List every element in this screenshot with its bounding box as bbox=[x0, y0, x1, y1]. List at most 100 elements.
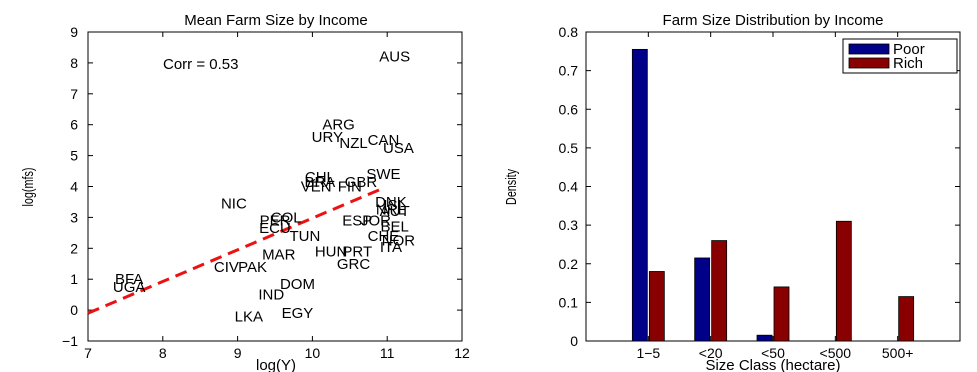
bar-x-axis-label: Size Class (hectare) bbox=[705, 357, 840, 372]
country-point-ind: IND bbox=[258, 287, 284, 304]
country-point-isl: ISL bbox=[383, 197, 406, 214]
country-point-che: CHE bbox=[368, 228, 400, 245]
country-point-lka: LKA bbox=[235, 308, 263, 325]
country-point-nzl: NZL bbox=[339, 135, 367, 152]
bar-rich-4 bbox=[898, 296, 915, 342]
scatter-y-tick-label: 7 bbox=[70, 86, 78, 102]
bar-y-tick-label: 0.3 bbox=[559, 217, 579, 233]
country-point-ita: ITA bbox=[380, 239, 402, 256]
bar-rich-2 bbox=[773, 286, 790, 342]
country-point-nor: NOR bbox=[382, 233, 416, 250]
bar-y-tick-label: 0.7 bbox=[559, 63, 579, 79]
bar-chart: Farm Size Distribution by Income 0 0.1 0.2… bbox=[502, 12, 961, 372]
bar-y-tick-label: 0.2 bbox=[559, 256, 579, 272]
country-point-uga: UGA bbox=[113, 279, 146, 296]
scatter-x-tick-label: 8 bbox=[159, 345, 167, 361]
country-point-ven: VEN bbox=[301, 179, 332, 196]
scatter-title: Mean Farm Size by Income bbox=[184, 12, 367, 29]
bar-poor-0 bbox=[631, 48, 648, 342]
scatter-x-tick-label: 7 bbox=[84, 345, 92, 361]
bar-poor-2 bbox=[756, 334, 773, 342]
scatter-y-tick-label: 9 bbox=[70, 24, 78, 40]
bar-y-ticks: 0 0.1 0.2 0.3 0.4 0.5 0.6 0.7 0.8 bbox=[559, 24, 960, 349]
bar-x-ticks: 1−5 <20 <50 <500 500+ bbox=[636, 32, 913, 361]
country-point-hun: HUN bbox=[315, 243, 348, 260]
fit-line bbox=[87, 186, 385, 315]
bar-x-tick-label: 1−5 bbox=[636, 345, 660, 361]
bar-y-axis-label: Density bbox=[502, 169, 519, 205]
bars bbox=[631, 48, 915, 342]
scatter-y-tick-label: 3 bbox=[70, 209, 78, 225]
scatter-y-tick-label: −1 bbox=[62, 333, 78, 349]
legend-label-rich: Rich bbox=[893, 55, 923, 72]
bar-y-tick-label: 0 bbox=[570, 333, 578, 349]
country-point-usa: USA bbox=[383, 140, 414, 157]
country-point-per: PER bbox=[260, 212, 291, 229]
scatter-y-tick-label: 8 bbox=[70, 55, 78, 71]
country-point-civ: CIV bbox=[214, 259, 239, 276]
country-point-nrl: NRL bbox=[376, 202, 406, 219]
country-point-tun: TUN bbox=[290, 228, 321, 245]
scatter-x-tick-label: 10 bbox=[305, 345, 321, 361]
country-point-gbr: GBR bbox=[345, 174, 378, 191]
country-point-chl: CHL bbox=[305, 169, 335, 186]
scatter-y-ticks: −1 0 1 2 3 4 5 6 7 8 9 bbox=[62, 24, 462, 349]
bar-y-tick-label: 0.8 bbox=[559, 24, 579, 40]
country-point-aus: AUS bbox=[379, 49, 410, 66]
country-point-col: COL bbox=[271, 209, 302, 226]
country-point-prt: PRT bbox=[342, 243, 372, 260]
bar-poor-1 bbox=[694, 257, 711, 342]
bar-y-tick-label: 0.1 bbox=[559, 294, 579, 310]
country-point-ecu: ECU bbox=[259, 220, 291, 237]
bar-rich-0 bbox=[648, 271, 665, 342]
scatter-y-tick-label: 5 bbox=[70, 148, 78, 164]
scatter-y-axis-label: log(mfs) bbox=[19, 168, 36, 207]
bar-y-tick-label: 0.5 bbox=[559, 140, 579, 156]
bar-x-tick-label: <500 bbox=[820, 345, 852, 361]
bar-title: Farm Size Distribution by Income bbox=[663, 12, 884, 29]
scatter-y-tick-label: 0 bbox=[70, 302, 78, 318]
country-point-dnk: DNK bbox=[375, 194, 407, 211]
scatter-y-tick-label: 1 bbox=[70, 271, 78, 287]
country-point-ury: URY bbox=[312, 129, 343, 146]
country-point-swe: SWE bbox=[366, 166, 400, 183]
country-point-nic: NIC bbox=[221, 195, 247, 212]
scatter-y-tick-label: 2 bbox=[70, 240, 78, 256]
country-point-arg: ARG bbox=[322, 117, 355, 134]
country-point-jor: JOR bbox=[361, 212, 391, 229]
bar-y-tick-label: 0.4 bbox=[559, 179, 579, 195]
country-point-bra: BRA bbox=[304, 174, 335, 191]
scatter-x-tick-label: 11 bbox=[380, 345, 395, 361]
country-point-egy: EGY bbox=[282, 305, 314, 322]
country-point-bel: BEL bbox=[381, 219, 409, 236]
scatter-x-axis-label: log(Y) bbox=[256, 357, 296, 372]
bar-rich-3 bbox=[835, 220, 852, 342]
bar-x-tick-label: 500+ bbox=[882, 345, 914, 361]
country-point-esp: ESP bbox=[342, 212, 372, 229]
country-point-can: CAN bbox=[368, 132, 400, 149]
country-point-pak: PAK bbox=[238, 259, 267, 276]
scatter-x-ticks: 7 8 9 10 11 12 bbox=[84, 32, 470, 361]
bar-rich-1 bbox=[711, 240, 728, 342]
country-point-grc: GRC bbox=[337, 256, 371, 273]
country-point-dom: DOM bbox=[280, 276, 315, 293]
bar-x-tick-label: <20 bbox=[699, 345, 723, 361]
legend-swatch-rich bbox=[848, 57, 890, 69]
scatter-x-tick-label: 12 bbox=[454, 345, 470, 361]
scatter-y-tick-label: 6 bbox=[70, 117, 78, 133]
legend-label-poor: Poor bbox=[893, 41, 925, 58]
legend-swatch-poor bbox=[848, 43, 890, 55]
legend: Poor Rich bbox=[842, 38, 958, 74]
country-point-fin: FIN bbox=[338, 179, 362, 196]
bar-x-tick-label: <50 bbox=[761, 345, 785, 361]
country-point-aut: AUT bbox=[380, 203, 410, 220]
country-point-mar: MAR bbox=[262, 246, 296, 263]
bar-y-tick-label: 0.6 bbox=[559, 101, 579, 117]
scatter-x-tick-label: 9 bbox=[234, 345, 242, 361]
scatter-plot-area bbox=[87, 31, 463, 342]
country-point-bfa: BFA bbox=[115, 271, 143, 288]
scatter-y-tick-label: 4 bbox=[70, 179, 78, 195]
